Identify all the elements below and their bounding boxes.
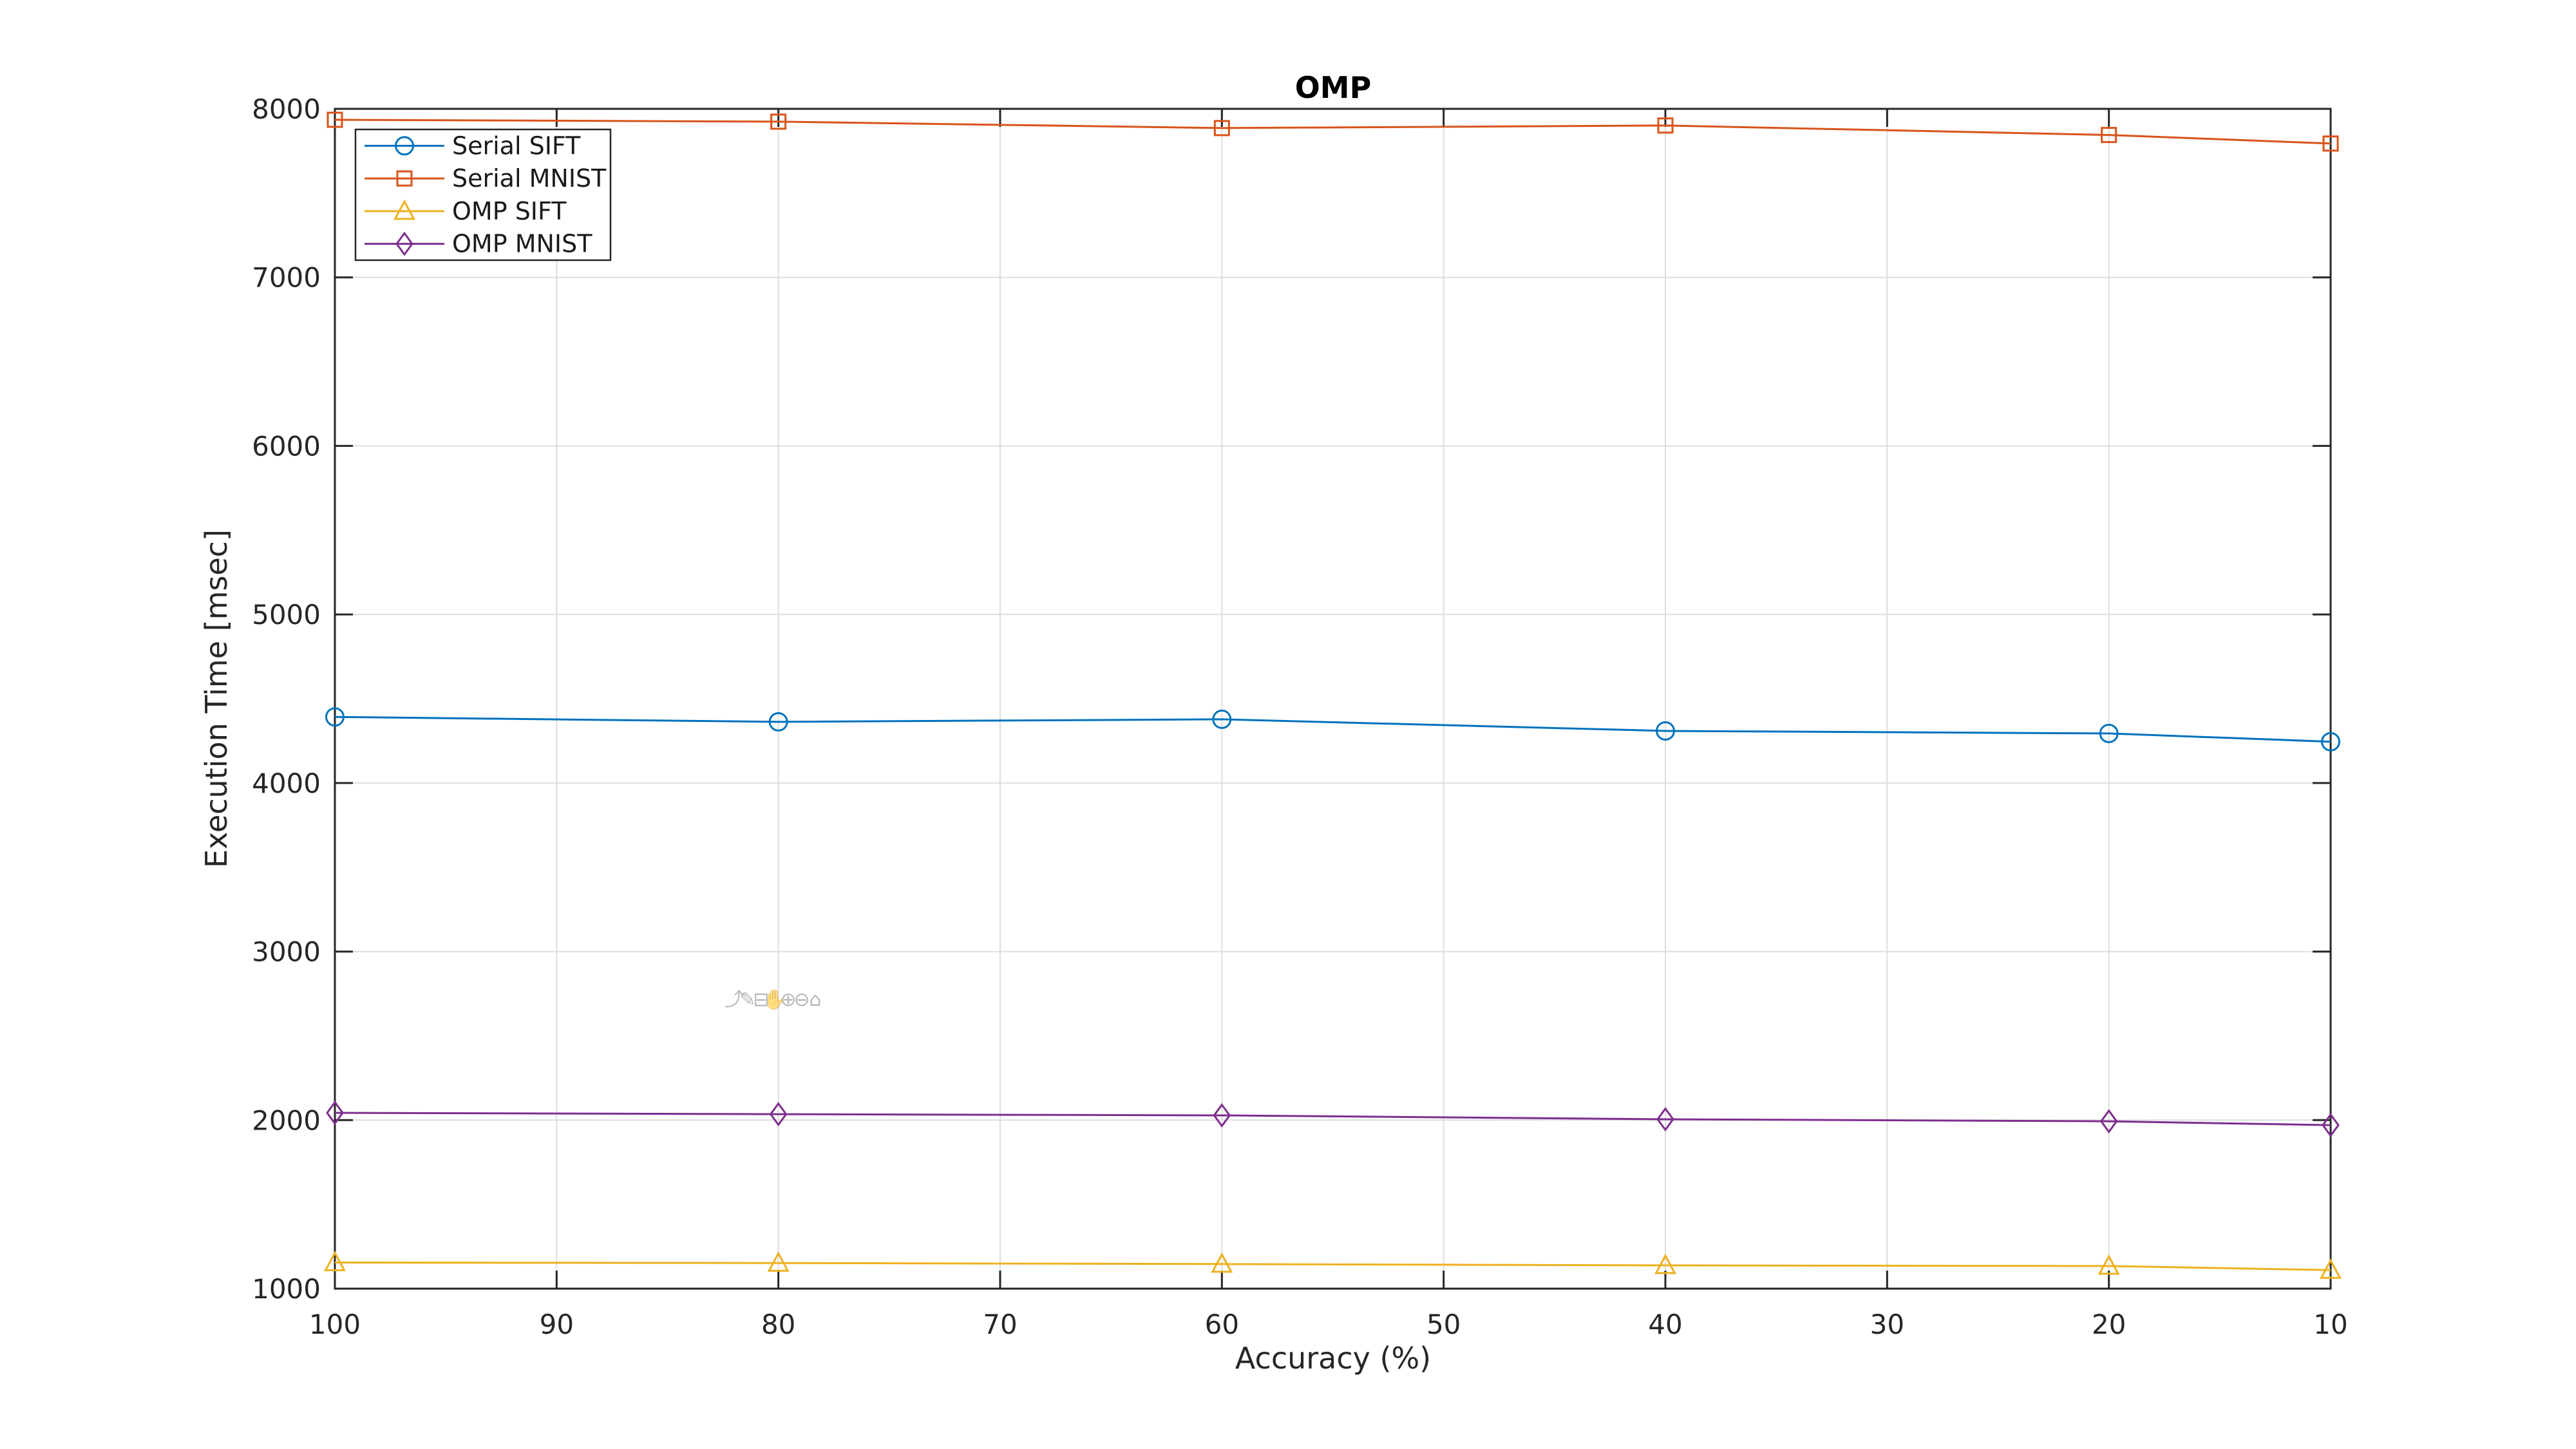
marker-omp-sift-100 — [323, 1251, 346, 1271]
y-tick-label-2000: 2000 — [252, 1104, 321, 1136]
y-tick-label-7000: 7000 — [252, 262, 321, 294]
x-axis-label: Accuracy (%) — [1235, 1341, 1431, 1376]
series-line-serial-sift — [334, 715, 2331, 743]
legend-entry-omp-mnist[interactable]: OMP MNIST — [365, 230, 592, 258]
y-tick-label-5000: 5000 — [252, 599, 321, 630]
series-line-omp-sift — [334, 1261, 2331, 1271]
axis-ticks — [334, 108, 2332, 1290]
marker-omp-mnist-80 — [769, 1102, 788, 1127]
export-icon[interactable]: ⤴ — [724, 989, 744, 1011]
marker-serial-mnist-20 — [2101, 127, 2117, 144]
legend-entry-serial-mnist[interactable]: Serial MNIST — [365, 164, 607, 193]
zoom-out-icon[interactable]: ⊖ — [793, 989, 810, 1011]
axes-toolbar: ⤴✎⊟✋⊕⊖⌂ — [724, 988, 822, 1011]
legend: Serial SIFT Serial MNIST OMP SIFT OMP MNIST — [354, 128, 612, 261]
x-tick-label-80: 80 — [761, 1309, 795, 1340]
legend-entry-serial-sift[interactable]: Serial SIFT — [365, 131, 581, 160]
legend-marker-omp-sift — [393, 199, 416, 220]
marker-omp-sift-60 — [1211, 1252, 1233, 1273]
marker-serial-mnist-100 — [327, 111, 343, 128]
y-tick-label-1000: 1000 — [252, 1273, 321, 1305]
marker-omp-mnist-40 — [1656, 1106, 1674, 1132]
y-tick-label-8000: 8000 — [252, 93, 321, 125]
data-series — [323, 111, 2342, 1279]
legend-label-serial-sift: Serial SIFT — [452, 131, 581, 160]
zoom-in-icon[interactable]: ⊕ — [780, 989, 796, 1011]
marker-serial-sift-80 — [768, 712, 788, 732]
legend-label-omp-mnist: OMP MNIST — [452, 230, 592, 258]
legend-entry-omp-sift[interactable]: OMP SIFT — [365, 197, 567, 225]
marker-omp-sift-40 — [1654, 1253, 1677, 1274]
series-serial-sift — [325, 707, 2340, 752]
marker-omp-sift-80 — [767, 1251, 790, 1272]
marker-omp-mnist-10 — [2322, 1113, 2340, 1138]
y-tick-label-6000: 6000 — [252, 430, 321, 462]
chart-title: OMP — [1295, 70, 1372, 105]
marker-omp-mnist-60 — [1213, 1103, 1231, 1128]
marker-serial-sift-40 — [1656, 721, 1675, 741]
y-tick-label-4000: 4000 — [252, 768, 321, 799]
marker-serial-mnist-80 — [770, 113, 787, 130]
marker-omp-mnist-100 — [326, 1100, 344, 1126]
x-tick-label-20: 20 — [2092, 1309, 2126, 1340]
x-tick-label-50: 50 — [1426, 1309, 1461, 1340]
series-line-omp-mnist — [334, 1112, 2331, 1126]
marker-serial-sift-20 — [2099, 723, 2119, 743]
x-tick-label-100: 100 — [309, 1309, 361, 1340]
series-serial-mnist — [327, 111, 2339, 152]
plot-border — [334, 108, 2332, 1290]
gridlines — [334, 108, 2331, 1289]
marker-serial-sift-60 — [1212, 709, 1232, 729]
legend-box — [354, 128, 612, 261]
tick-labels: 100 90 80 70 60 50 40 30 20 10 1000 2000 3000 4000 500… — [252, 93, 2348, 1340]
marker-serial-mnist-40 — [1657, 117, 1674, 134]
marker-omp-sift-20 — [2098, 1254, 2120, 1275]
marker-serial-sift-100 — [325, 707, 345, 727]
home-icon[interactable]: ⌂ — [809, 989, 821, 1011]
y-axis-label: Execution Time [msec] — [199, 529, 234, 868]
series-line-serial-mnist — [334, 118, 2331, 145]
legend-label-serial-mnist: Serial MNIST — [452, 164, 607, 193]
legend-marker-serial-sift — [395, 136, 414, 156]
x-tick-label-90: 90 — [540, 1309, 574, 1340]
marker-omp-sift-10 — [2319, 1258, 2342, 1279]
x-tick-label-70: 70 — [983, 1309, 1017, 1340]
x-tick-label-30: 30 — [1870, 1309, 1904, 1340]
legend-label-omp-sift: OMP SIFT — [452, 197, 567, 225]
series-omp-sift — [323, 1251, 2342, 1279]
y-tick-label-3000: 3000 — [252, 936, 321, 968]
x-tick-label-60: 60 — [1205, 1309, 1239, 1340]
marker-omp-mnist-20 — [2099, 1109, 2118, 1134]
legend-marker-serial-mnist — [396, 170, 413, 187]
datatips-icon[interactable]: ⊟ — [753, 989, 769, 1011]
x-tick-label-40: 40 — [1648, 1309, 1682, 1340]
brush-icon[interactable]: ✎ — [739, 989, 755, 1011]
series-omp-mnist — [326, 1100, 2340, 1138]
marker-serial-mnist-60 — [1213, 120, 1230, 137]
marker-serial-sift-10 — [2321, 732, 2340, 752]
x-tick-label-10: 10 — [2313, 1309, 2347, 1340]
plot-frame — [334, 108, 2332, 1290]
marker-serial-mnist-10 — [2322, 135, 2339, 152]
pan-icon[interactable]: ✋ — [762, 988, 786, 1011]
legend-marker-omp-mnist — [395, 231, 413, 256]
